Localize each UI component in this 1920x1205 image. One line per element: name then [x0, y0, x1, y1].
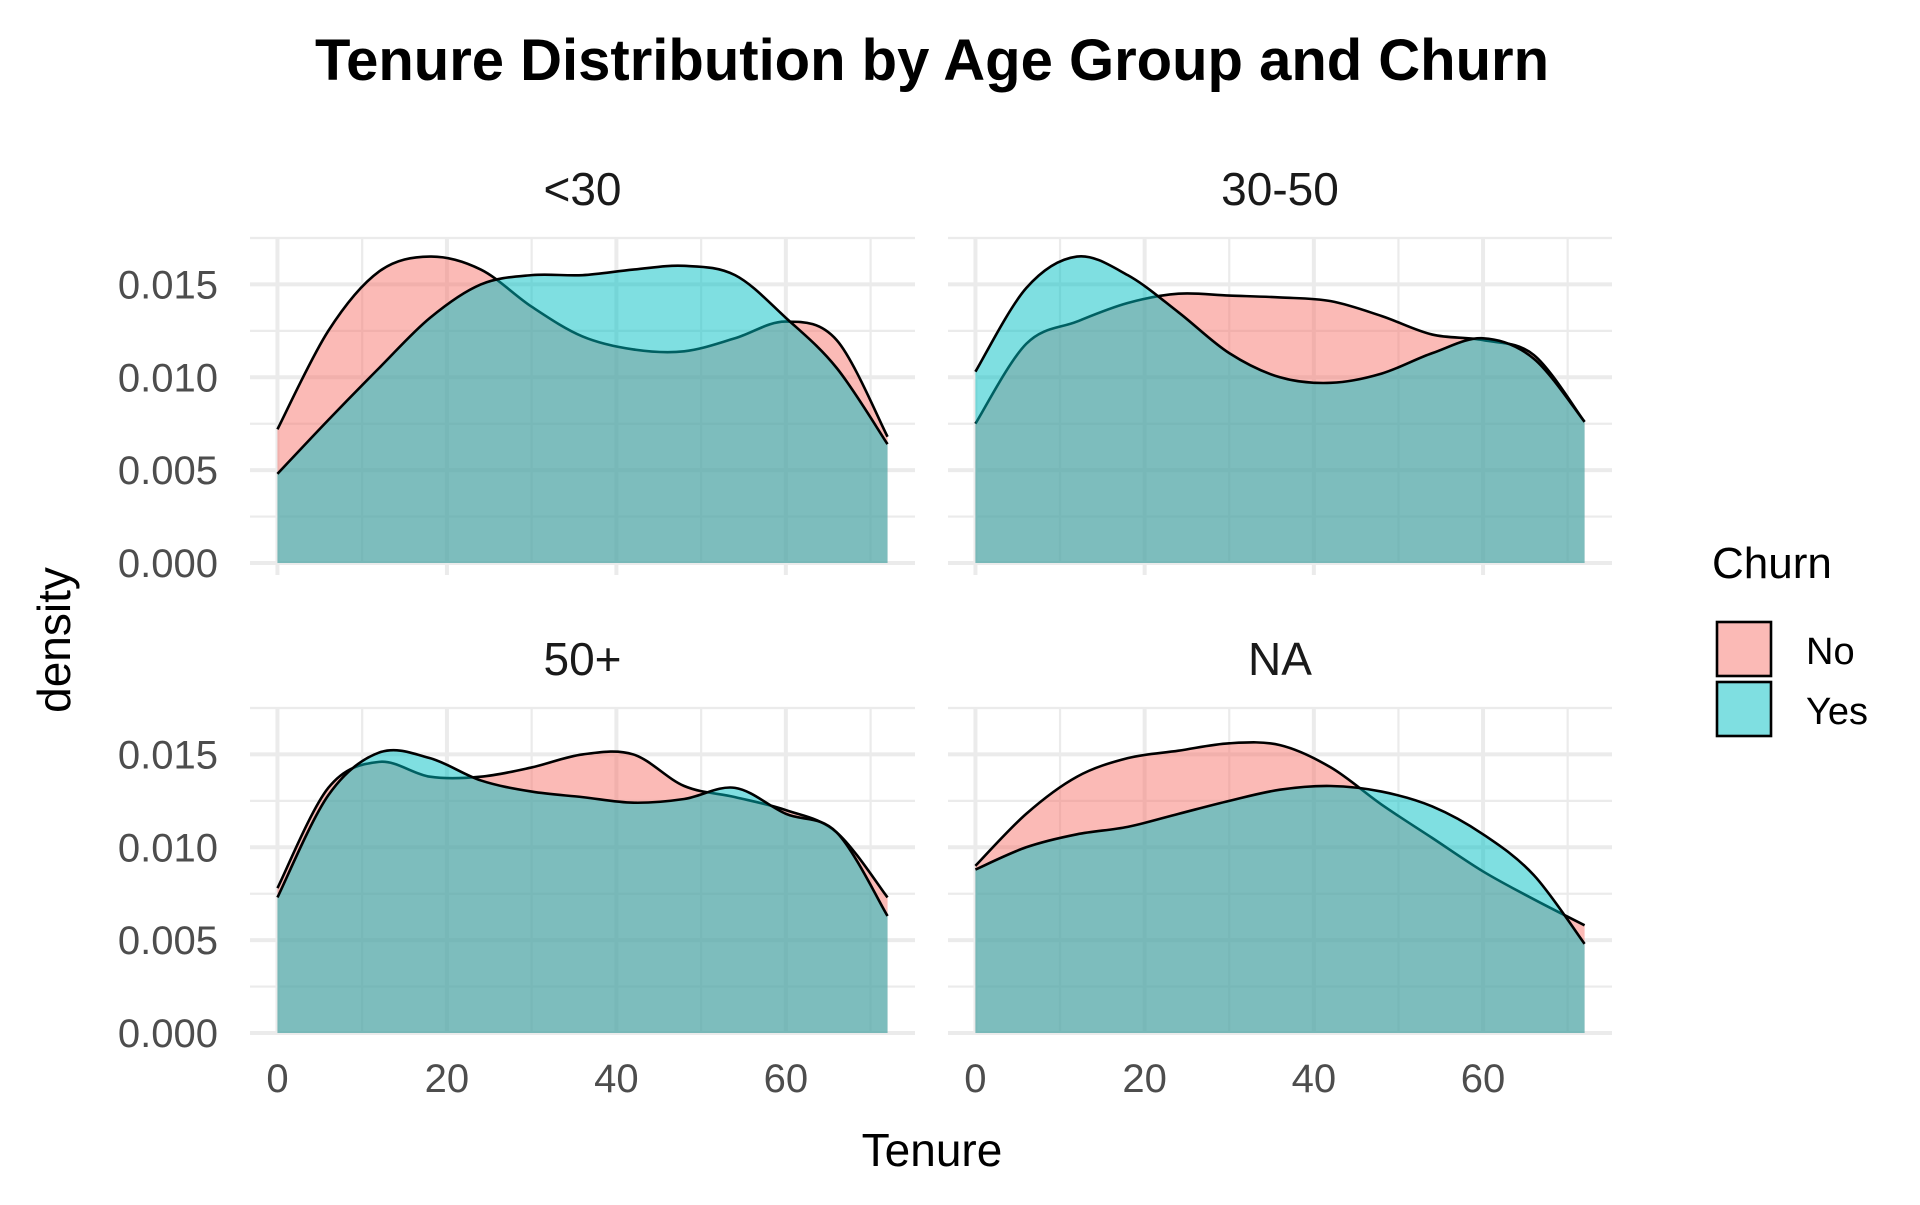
facet-strip-label: 50+ [543, 633, 621, 685]
legend-key-no [1715, 620, 1773, 678]
facet-panel: <30 0.000 0.005 0.010 0.015 [118, 163, 915, 586]
y-tick-label: 0.010 [118, 826, 218, 870]
density-line-yes [276, 264, 889, 475]
x-tick-label: 60 [1461, 1057, 1506, 1101]
chart-title: Tenure Distribution by Age Group and Chu… [315, 28, 1549, 93]
x-tick-label: 20 [1122, 1057, 1167, 1101]
x-tick-label: 60 [764, 1057, 809, 1101]
legend-title: Churn [1712, 539, 1832, 588]
legend-key-yes [1715, 680, 1773, 738]
density-line-yes [276, 748, 889, 917]
y-tick-label: 0.015 [118, 733, 218, 777]
legend-label-yes: Yes [1806, 691, 1868, 733]
legend: Churn No Yes [1712, 539, 1868, 738]
facet-panel: 50+ 0.000 0.005 0.010 0.015 0 20 40 60 [118, 633, 915, 1101]
facet-strip-label: NA [1248, 633, 1312, 685]
x-tick-label: 0 [266, 1057, 288, 1101]
facet-strip-label: 30-50 [1221, 163, 1339, 215]
x-tick-label: 0 [964, 1057, 986, 1101]
y-tick-label: 0.010 [118, 356, 218, 400]
facet-panels: <30 0.000 0.005 0.010 0.015 30-50 50+ 0.000 0.00… [118, 163, 1612, 1101]
y-tick-label: 0.000 [118, 1012, 218, 1056]
density-line-yes [974, 255, 1586, 423]
y-tick-label: 0.015 [118, 263, 218, 307]
x-tick-label: 40 [594, 1057, 639, 1101]
facet-panel: NA 0 20 40 60 [948, 633, 1612, 1101]
density-area-yes [277, 750, 888, 1033]
x-tick-label: 40 [1292, 1057, 1337, 1101]
facet-strip-label: <30 [543, 163, 621, 215]
y-axis-title: density [28, 567, 80, 713]
density-area-yes [975, 256, 1585, 563]
legend-label-no: No [1806, 631, 1855, 673]
x-tick-label: 20 [425, 1057, 470, 1101]
density-line-yes [974, 784, 1586, 945]
density-area-yes [277, 265, 888, 563]
y-tick-label: 0.005 [118, 449, 218, 493]
y-tick-label: 0.000 [118, 542, 218, 586]
x-axis-title: Tenure [862, 1124, 1003, 1176]
facet-panel: 30-50 [948, 163, 1612, 575]
density-area-yes [975, 785, 1585, 1033]
y-tick-label: 0.005 [118, 919, 218, 963]
